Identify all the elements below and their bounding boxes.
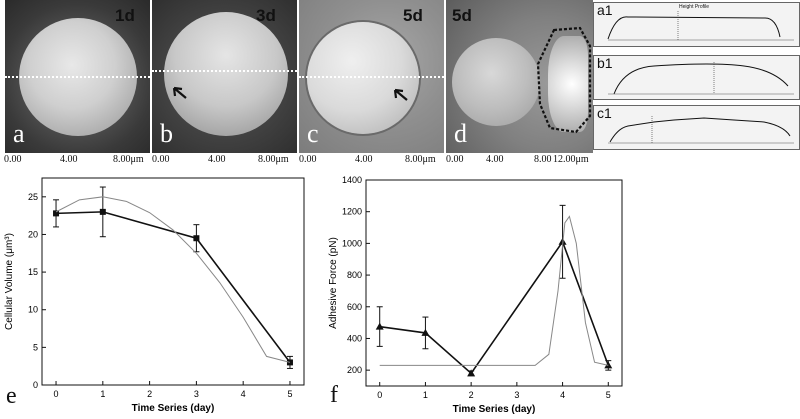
y-tick-label: 1400 [342,175,362,185]
y-tick-label: 25 [28,192,38,202]
tick-label: 4.00 [60,154,78,165]
y-tick-label: 600 [347,302,362,312]
x-tick-label: 1 [100,389,105,399]
day-label: 5d [403,6,423,25]
y-tick-label: 5 [33,342,38,352]
y-tick-label: 15 [28,267,38,277]
profile-letter: a1 [597,2,613,18]
chart-f-letter: f [330,382,338,408]
tick-label: 8.00μm [405,154,436,165]
series-line [56,211,291,363]
tick-label: 0.00 [446,154,464,165]
x-tick-label: 4 [241,389,246,399]
series-line [379,240,610,375]
x-tick-label: 3 [514,390,519,400]
data-point [193,235,200,242]
data-point [467,369,476,377]
x-tick-label: 2 [469,390,474,400]
y-axis-label: Cellular Volume (μm³) [4,233,15,330]
scan-line [299,76,444,78]
tick-label: 12.00μm [553,154,589,165]
chart-e: 0 1 2 3 4 5 0 5 10 15 20 25 Time Series (day) Cellula… [4,177,305,414]
tick-label: 8.00 [534,154,552,165]
debris-region [548,36,588,132]
y-axis-label: Adhesive Force (pN) [328,237,339,329]
y-tick-label: 800 [347,270,362,280]
profile-letter: c1 [597,105,612,121]
tick-label: 8.00μm [258,154,289,165]
cell-body [307,22,419,134]
y-tick-label: 20 [28,229,38,239]
arrow-marker [393,88,408,101]
data-point [99,208,106,215]
height-profile-a1: a1 Height Profile [593,2,800,47]
fit-curve [379,215,609,366]
tick-label: 4.00 [486,154,504,165]
day-label: 3d [256,6,276,25]
scan-line [5,76,150,78]
cell-body [164,12,288,136]
panel-letter: a [13,119,25,148]
panel-letter: d [454,119,467,148]
x-tick-label: 1 [423,390,428,400]
plot-frame [41,177,305,386]
scan-line [152,70,297,72]
afm-image-d: 5d d [446,0,593,153]
plot-frame [365,179,623,387]
y-tick-label: 10 [28,305,38,315]
tick-label: 0.00 [299,154,317,165]
x-tick-label: 4 [560,390,565,400]
tick-label: 0.00 [4,154,22,165]
profile-header: Height Profile [679,4,710,10]
x-tick-label: 2 [147,389,152,399]
y-tick-label: 1200 [342,207,362,217]
fit-curve [55,196,291,363]
x-tick-label: 0 [377,390,382,400]
y-tick-label: 0 [33,380,38,390]
cell-body [452,38,540,126]
day-label: 1d [115,6,135,25]
tick-label: 0.00 [152,154,170,165]
height-profile-b1: b1 [593,55,800,100]
afm-image-b: 3d b [152,0,297,153]
y-tick-label: 200 [347,365,362,375]
tick-label: 8.00μm [113,154,144,165]
data-point [375,322,384,330]
y-tick-label: 1000 [342,238,362,248]
x-axis-label: Time Series (day) [132,403,215,414]
data-point [421,328,430,336]
panel-letter: b [160,119,173,148]
profile-letter: b1 [597,55,613,71]
panel-letter: c [307,119,319,148]
x-tick-label: 5 [287,389,292,399]
tick-label: 4.00 [208,154,226,165]
y-tick-label: 400 [347,333,362,343]
chart-f: 0 1 2 3 4 5 200 400 600 800 1000 1200 1400 Time Serie… [328,175,623,415]
tick-label: 4.00 [355,154,373,165]
x-axis-label: Time Series (day) [453,404,536,415]
outline-region [536,26,592,134]
x-tick-label: 0 [54,389,59,399]
x-tick-label: 3 [194,389,199,399]
chart-e-letter: e [6,383,17,409]
height-profile-c1: c1 [593,105,800,150]
arrow-marker [172,86,187,99]
profile-curve [608,116,794,144]
day-label: 5d [452,6,472,25]
profile-curve [607,11,794,41]
profile-curve [608,62,794,95]
afm-image-c: 5d c [299,0,444,153]
data-point [53,210,60,217]
x-tick-label: 5 [606,390,611,400]
afm-image-a: 1d a [5,0,150,153]
